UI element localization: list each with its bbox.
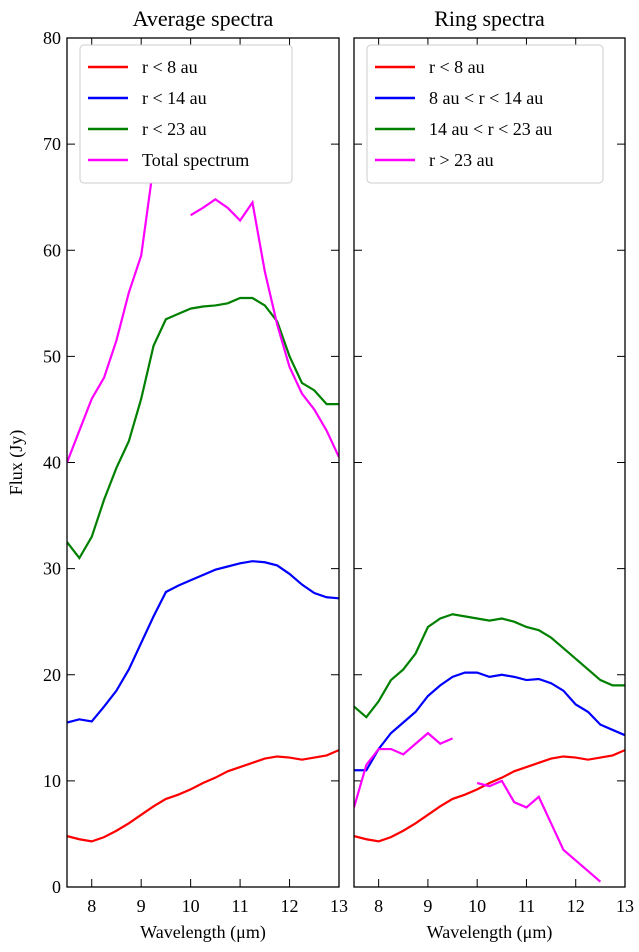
series-line: [67, 165, 339, 463]
panel: Ring spectra Wavelength (μm) 8 9 10 11 12 13 r <…: [353, 6, 634, 943]
x-tick-label: 8: [87, 896, 96, 916]
panel: Average spectra Wavelength (μm) Flux (Jy) 8…: [6, 6, 348, 943]
x-tick-label: 12: [281, 896, 299, 916]
series-line: [354, 749, 625, 843]
axes-frame: [353, 37, 626, 888]
chart-title: Ring spectra: [434, 6, 545, 31]
legend-label: r < 14 au: [142, 88, 207, 108]
series-line: [354, 613, 625, 719]
y-tick-label: 30: [43, 559, 61, 579]
x-tick-label: 13: [616, 896, 634, 916]
y-tick-label: 50: [43, 346, 61, 366]
legend-box: [79, 44, 293, 184]
series-line: [67, 560, 339, 724]
y-tick-label: 10: [43, 771, 61, 791]
x-tick-label: 13: [330, 896, 348, 916]
y-tick-label: 40: [43, 453, 61, 473]
legend-label: Total spectrum: [142, 150, 249, 170]
x-tick-label: 11: [231, 896, 248, 916]
x-tick-label: 9: [423, 896, 432, 916]
series-line: [67, 296, 339, 560]
legend-label: r < 8 au: [142, 57, 198, 77]
y-tick-label: 70: [43, 134, 61, 154]
x-tick-label: 9: [137, 896, 146, 916]
series-line: [354, 671, 625, 772]
x-tick-label: 11: [518, 896, 535, 916]
axes-frame: [66, 37, 340, 888]
x-tick-label: 10: [468, 896, 486, 916]
y-tick-label: 80: [43, 28, 61, 48]
x-tick-label: 10: [182, 896, 200, 916]
series-line: [354, 731, 602, 883]
chart-title: Average spectra: [133, 6, 274, 31]
legend-box: [366, 44, 604, 184]
legend-label: r > 23 au: [429, 150, 494, 170]
x-tick-label: 12: [567, 896, 585, 916]
y-tick-label: 60: [43, 240, 61, 260]
plot-area: [354, 613, 625, 883]
plot-area: [67, 165, 339, 843]
y-tick-label: 0: [52, 877, 61, 897]
y-axis-label: Flux (Jy): [6, 430, 27, 496]
x-tick-label: 8: [374, 896, 383, 916]
legend-label: 8 au < r < 14 au: [429, 88, 543, 108]
legend-label: r < 23 au: [142, 119, 207, 139]
series-line: [67, 749, 339, 843]
legend-label: r < 8 au: [429, 57, 485, 77]
legend-label: 14 au < r < 23 au: [429, 119, 552, 139]
y-tick-label: 20: [43, 665, 61, 685]
x-axis-label: Wavelength (μm): [140, 922, 266, 943]
x-axis-label: Wavelength (μm): [427, 922, 553, 943]
